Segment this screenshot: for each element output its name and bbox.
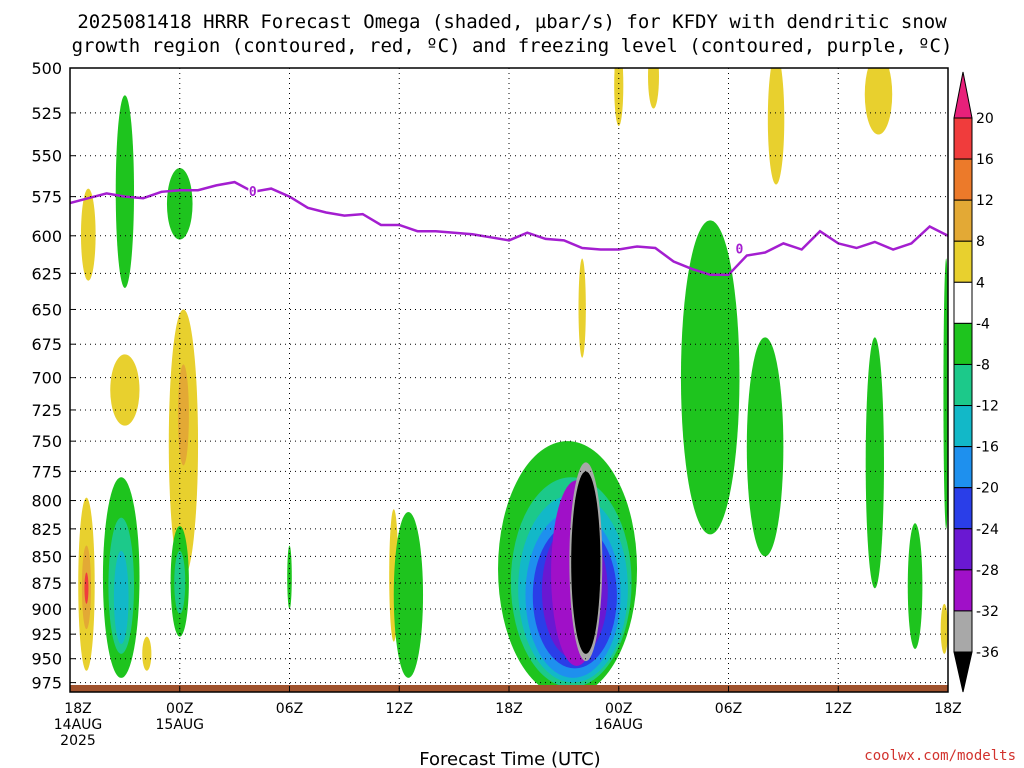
- x-tick-label-36-0: 06Z: [715, 701, 742, 717]
- colorbar-band-0: [953, 117, 973, 160]
- colorbar-band-1: [953, 158, 973, 201]
- colorbar-label-13: -36: [976, 645, 999, 661]
- colorbar-label-12: -32: [976, 604, 999, 620]
- colorbar-label-5: -4: [976, 316, 990, 332]
- colorbar-bottom-arrow: [953, 651, 973, 693]
- y-tick-label-975: 975: [31, 674, 62, 693]
- y-tick-label-575: 575: [31, 188, 62, 207]
- colorbar-band-6: [953, 363, 973, 407]
- x-tick-label-42-0: 12Z: [825, 701, 852, 717]
- y-tick-label-850: 850: [31, 547, 62, 566]
- colorbar-band-10: [953, 528, 973, 571]
- omega-region-neg-12z-low: [393, 511, 424, 678]
- y-tick-label-500: 500: [31, 59, 62, 78]
- x-tick-label-48-0: 18Z: [934, 701, 961, 717]
- omega-region-pos-early-mid: [110, 354, 140, 426]
- omega-region-pos-top-31: [648, 68, 659, 109]
- omega-region-pos-early: [80, 188, 96, 281]
- omega-region-neg-18z-mid: [943, 258, 948, 529]
- colorbar-band-4: [953, 281, 973, 324]
- y-tick-label-900: 900: [31, 600, 62, 619]
- x-tick-label-6-0: 00Z: [166, 701, 193, 717]
- x-tick-label-30-1: 16AUG: [595, 717, 644, 733]
- omega-region-pos-top-44: [864, 68, 893, 135]
- grid: [69, 67, 949, 692]
- freezing-level-label-1: 0: [735, 242, 743, 257]
- y-tick-label-600: 600: [31, 227, 62, 246]
- colorbar-label-2: 12: [976, 193, 994, 209]
- omega-region-pos-early-low-max: [84, 572, 89, 604]
- colorbar-band-11: [953, 569, 973, 612]
- colorbar-label-9: -20: [976, 481, 999, 497]
- omega-region-neg-06z-low: [287, 545, 292, 609]
- x-tick-label-6-1: 15AUG: [156, 717, 205, 733]
- colorbar-label-0: 20: [976, 111, 994, 127]
- x-tick-label-0-0: 18Z: [64, 701, 91, 717]
- omega-region-pos-storm-upper: [578, 258, 586, 358]
- colorbar-label-11: -28: [976, 563, 999, 579]
- y-tick-label-650: 650: [31, 300, 62, 319]
- y-tick-label-625: 625: [31, 264, 62, 283]
- colorbar-label-3: 8: [976, 234, 985, 250]
- plot-area: 0 0 500 525 550 575 600 625 650 675 700 725 750 775 80…: [31, 59, 961, 749]
- colorbar-label-4: 4: [976, 275, 985, 291]
- y-tick-label-825: 825: [31, 520, 62, 539]
- omega-region-pos-18z-low: [940, 603, 948, 654]
- y-tick-label-925: 925: [31, 625, 62, 644]
- colorbar-band-2: [953, 199, 973, 242]
- y-tick-label-675: 675: [31, 335, 62, 354]
- y-tick-label-800: 800: [31, 492, 62, 511]
- x-tick-label-12-0: 06Z: [276, 701, 303, 717]
- omega-region-neg-early-low-3: [113, 550, 129, 645]
- chart-title-line-1: 2025081418 HRRR Forecast Omega (shaded, …: [77, 11, 947, 33]
- colorbar-band-3: [953, 240, 973, 283]
- x-axis-label: Forecast Time (UTC): [419, 749, 600, 768]
- colorbar-band-7: [953, 405, 973, 448]
- x-tick-label-0-2: 2025: [60, 733, 96, 749]
- x-tick-label-30-0: 00Z: [605, 701, 632, 717]
- omega-region-pos-top-38: [767, 68, 785, 185]
- y-tick-label-700: 700: [31, 369, 62, 388]
- colorbar-band-12: [953, 610, 973, 653]
- colorbar-label-7: -12: [976, 399, 999, 415]
- omega-region-neg-00z-low-2: [174, 550, 186, 615]
- omega-region-pos-top-30: [614, 68, 624, 126]
- y-tick-label-725: 725: [31, 401, 62, 420]
- colorbar-label-8: -16: [976, 440, 999, 456]
- y-tick-label-550: 550: [31, 147, 62, 166]
- y-tick-label-750: 750: [31, 432, 62, 451]
- omega-region-neg-15z-low: [907, 523, 923, 649]
- x-tick-label-18-0: 12Z: [386, 701, 413, 717]
- colorbar-band-9: [953, 487, 973, 530]
- y-tick-label-775: 775: [31, 462, 62, 481]
- credit-url: coolwx.com/modelts: [864, 748, 1016, 764]
- colorbar-label-6: -8: [976, 357, 990, 373]
- x-tick-label-24-0: 18Z: [495, 701, 522, 717]
- plot-frame: [69, 67, 949, 693]
- omega-region-pos-early-bottom: [142, 636, 152, 671]
- omega-region-neg-06z-mid-2: [746, 337, 784, 557]
- omega-region-neg-12z-mid: [865, 337, 884, 589]
- y-tick-label-875: 875: [31, 574, 62, 593]
- colorbar-label-1: 16: [976, 152, 994, 168]
- colorbar-band-5: [953, 322, 973, 365]
- omega-region-pos-00z-mid-core: [177, 364, 189, 466]
- freezing-level-line: [70, 180, 948, 277]
- omega-region-neg-storm-core: [571, 471, 601, 654]
- colorbar-band-8: [953, 446, 973, 489]
- colorbar-label-10: -24: [976, 522, 999, 538]
- colorbar-top-arrow: [953, 71, 973, 119]
- omega-region-neg-early-upper: [115, 95, 135, 288]
- y-tick-label-950: 950: [31, 650, 62, 669]
- y-tick-label-525: 525: [31, 104, 62, 123]
- chart-title-line-2: growth region (contoured, red, ºC) and f…: [72, 35, 953, 57]
- colorbar: 20 16 12 8 4 -4 -8 -12 -16 -20 -24 -28 -32 -36: [953, 71, 999, 693]
- freezing-level-label-0: 0: [249, 185, 257, 200]
- x-tick-label-0-1: 14AUG: [54, 717, 103, 733]
